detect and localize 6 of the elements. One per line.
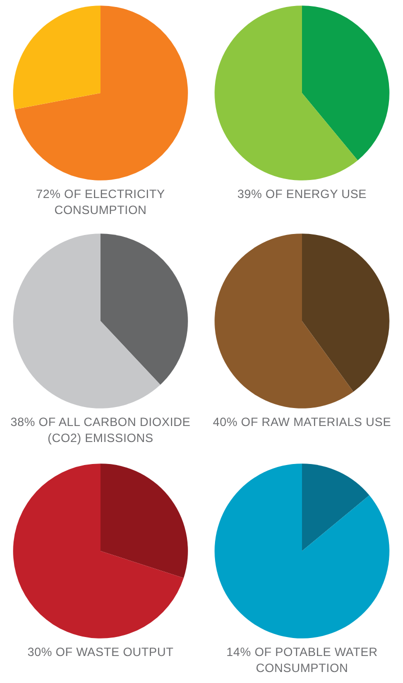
text: 40% OF RAW MATERIALS USE [212, 414, 392, 430]
text: 39% OF ENERGY USE [236, 186, 368, 202]
text: 38% OF ALL CARBON DIOXIDE (CO2) EMISSIONS [10, 414, 192, 446]
text: 30% OF WASTE OUTPUT [26, 644, 175, 660]
text: 72% OF ELECTRICITY CONSUMPTION [35, 186, 166, 218]
text: 14% OF POTABLE WATER CONSUMPTION [225, 644, 379, 676]
